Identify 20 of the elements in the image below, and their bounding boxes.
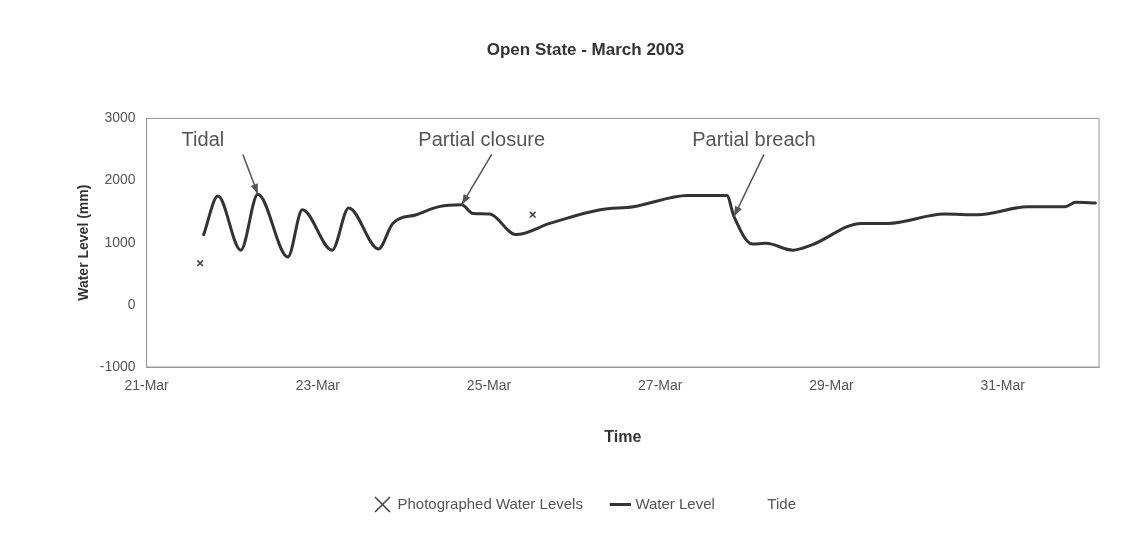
x-tick-label: 21-Mar — [124, 377, 170, 394]
x-tick-label: 27-Mar — [638, 377, 683, 394]
y-tick-label: 0 — [127, 295, 136, 312]
x-tick-label: 23-Mar — [295, 377, 341, 394]
y-tick-label: 3000 — [104, 109, 136, 126]
x-tick-label: 29-Mar — [809, 377, 854, 394]
x-tick-label: 25-Mar — [466, 377, 512, 394]
x-tick-label: 31-Mar — [980, 377, 1026, 394]
y-tick-label: 1000 — [104, 233, 136, 250]
y-tick-label: -1000 — [99, 357, 136, 374]
text: Tide — [767, 494, 796, 512]
legend-label: Photographed Water Levels — [397, 494, 583, 512]
y-tick-label: 2000 — [104, 171, 136, 188]
chart-title: Open State - March 2003 — [486, 39, 685, 59]
annotation: Tidal — [181, 128, 225, 151]
legend-label: Water Level — [635, 494, 715, 512]
annotation: Partial breach — [692, 128, 816, 151]
y-axis-title: Water Level (mm) — [75, 184, 92, 301]
annotation: Partial closure — [418, 128, 546, 151]
x-axis-title: Time — [604, 427, 642, 445]
